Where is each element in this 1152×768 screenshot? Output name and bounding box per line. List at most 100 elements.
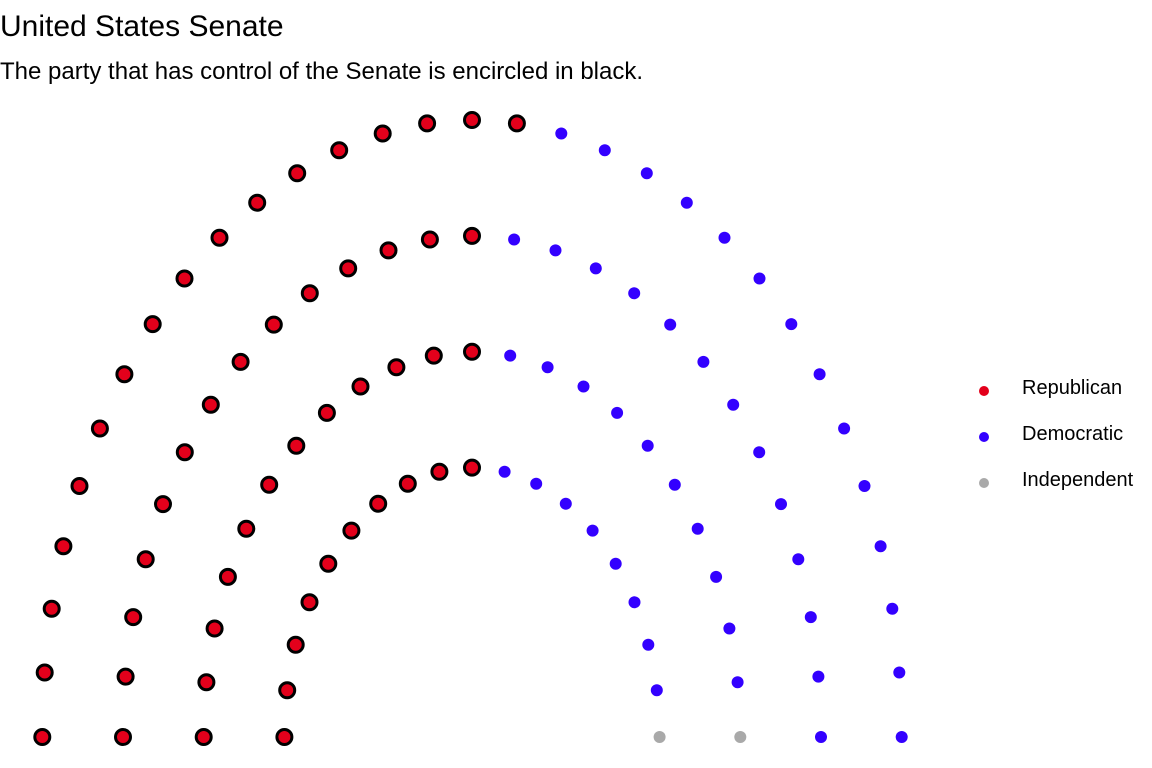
seat-dot-republican <box>70 477 89 495</box>
seat-dot-republican <box>205 619 224 638</box>
seat-dot-republican <box>175 269 194 288</box>
seat-dot-republican <box>369 494 388 513</box>
seat-dot-republican <box>463 111 481 129</box>
seat-dot-republican <box>197 673 216 692</box>
seat-dot-republican <box>379 241 398 260</box>
seat-dot-democratic <box>508 233 521 246</box>
legend-swatch <box>979 432 989 442</box>
seat-dot-republican <box>201 395 220 414</box>
seat-dot-democratic <box>642 638 655 651</box>
seat-dot-democratic <box>668 478 681 491</box>
seat-dot-democratic <box>723 622 736 635</box>
seat-dot-republican <box>387 358 406 377</box>
seat-dot-democratic <box>589 262 602 275</box>
seat-dot-democratic <box>609 557 622 570</box>
seat-dot-republican <box>319 554 338 573</box>
seat-dot-republican <box>420 230 439 249</box>
seat-dot-democratic <box>815 731 827 743</box>
seat-dot-democratic <box>504 349 517 362</box>
seat-dot-republican <box>33 728 52 746</box>
seat-dot-democratic <box>697 355 710 368</box>
seat-dot-democratic <box>775 498 787 511</box>
seat-dot-republican <box>430 462 449 481</box>
legend-label: Democratic <box>1022 423 1124 445</box>
seat-dot-democratic <box>838 422 851 435</box>
chart-title: United States Senate <box>0 10 284 43</box>
seat-dot-democratic <box>641 439 654 452</box>
seat-dot-republican <box>278 681 297 700</box>
seat-dot-republican <box>175 443 194 462</box>
seat-dot-democratic <box>664 318 677 331</box>
seat-dot-democratic <box>598 144 611 157</box>
seat-dot-democratic <box>710 570 723 583</box>
seat-dot-democratic <box>650 684 663 697</box>
seat-dot-republican <box>154 495 172 514</box>
seat-dot-republican <box>194 728 213 746</box>
seat-dot-republican <box>136 550 155 569</box>
seat-dot-republican <box>116 667 135 686</box>
seat-dot-democratic <box>586 524 599 537</box>
seat-dot-republican <box>424 346 443 365</box>
seat-dot-republican <box>463 342 481 361</box>
seat-dot-democratic <box>577 380 590 393</box>
seat-dot-democratic <box>718 231 731 244</box>
seat-dot-democratic <box>640 167 653 180</box>
seat-dot-republican <box>286 635 305 654</box>
seat-dot-democratic <box>731 676 744 689</box>
seat-dot-republican <box>342 521 361 540</box>
seat-dot-democratic <box>498 465 511 478</box>
seat-dot-republican <box>231 352 250 371</box>
seat-dot-republican <box>317 403 336 422</box>
seat-dot-republican <box>463 458 481 477</box>
seat-dot-republican <box>210 228 229 247</box>
seat-dot-democratic <box>893 666 906 679</box>
seat-dot-republican <box>373 124 392 143</box>
seat-dot-democratic <box>874 540 887 553</box>
seat-dot-democratic <box>530 477 543 490</box>
seat-dot-republican <box>418 114 437 133</box>
seat-dot-republican <box>90 419 109 438</box>
seat-dot-democratic <box>812 670 825 683</box>
seat-dot-democratic <box>555 127 568 140</box>
seat-dot-democratic <box>753 272 766 285</box>
seat-dot-republican <box>114 728 132 746</box>
seat-dot-democratic <box>792 553 805 566</box>
seat-dot-democratic <box>858 480 871 492</box>
seat-dot-democratic <box>753 446 766 459</box>
seat-dot-republican <box>300 593 319 612</box>
seat-dot-republican <box>124 608 143 627</box>
seat-dot-republican <box>287 436 306 455</box>
legend-label: Independent <box>1022 469 1134 491</box>
seat-dot-republican <box>398 474 417 493</box>
chart-subtitle: The party that has control of the Senate… <box>0 58 644 85</box>
seat-dot-republican <box>264 315 283 334</box>
seat-dot-republican <box>143 315 162 334</box>
seat-dot-republican <box>330 141 349 160</box>
seat-dot-democratic <box>691 522 704 535</box>
seat-dot-republican <box>260 475 279 494</box>
seat-dot-democratic <box>559 497 572 510</box>
seat-dot-republican <box>351 377 370 396</box>
seat-dot-republican <box>288 164 307 183</box>
legend-swatch <box>979 478 989 488</box>
seat-dot-republican <box>507 114 526 133</box>
seat-dot-democratic <box>541 361 554 374</box>
legend-label: Republican <box>1022 377 1123 399</box>
seat-dot-republican <box>248 193 267 212</box>
seat-dot-democratic <box>549 244 562 257</box>
legend-swatch <box>979 386 989 396</box>
seat-dot-republican <box>275 728 294 746</box>
seat-dot-democratic <box>628 596 641 609</box>
seat-dot-republican <box>300 284 319 303</box>
seat-dot-republican <box>339 259 358 278</box>
seat-dot-democratic <box>727 398 740 411</box>
seat-dot-democratic <box>804 611 817 624</box>
seat-dot-republican <box>42 599 61 618</box>
seat-dot-republican <box>35 663 54 682</box>
seat-dot-republican <box>218 567 237 586</box>
seat-dot-republican <box>115 365 134 384</box>
seat-dot-republican <box>237 519 256 538</box>
seat-dot-democratic <box>611 406 624 419</box>
seat-dot-democratic <box>895 731 908 743</box>
